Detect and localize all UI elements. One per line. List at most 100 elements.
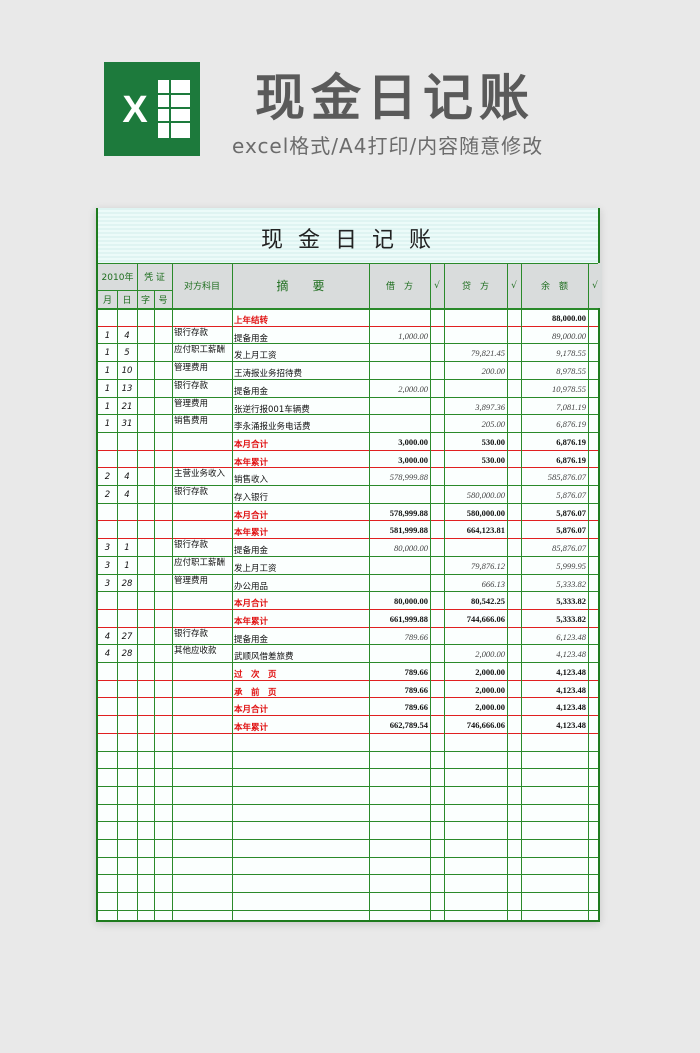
column-line <box>444 263 445 920</box>
credit-cell: 530.00 <box>481 436 505 447</box>
column-line <box>172 263 173 920</box>
day-cell: 5 <box>124 348 130 359</box>
day-cell: 28 <box>121 649 133 660</box>
row-line <box>98 378 598 380</box>
balance-cell: 585,876.07 <box>547 472 586 483</box>
month-cell: 2 <box>104 472 111 483</box>
account-cell: 管理费用 <box>174 398 209 409</box>
row-line <box>98 414 598 416</box>
account-cell: 银行存款 <box>174 628 209 639</box>
credit-cell: 2,000.00 <box>475 702 505 713</box>
day-cell: 10 <box>121 366 133 377</box>
column-line <box>369 263 370 920</box>
title-band <box>98 208 598 263</box>
column-line <box>430 263 431 920</box>
sheet-title: 现 金 日 记 账 <box>261 228 435 253</box>
row-line <box>98 839 598 840</box>
debit-cell: 578,999.88 <box>389 472 428 483</box>
day-cell: 21 <box>121 401 133 412</box>
summary-cell: 上年结转 <box>234 316 269 326</box>
row-line <box>98 679 598 681</box>
credit-cell: 200.00 <box>481 366 505 377</box>
month-cell: 4 <box>104 649 111 660</box>
row-line <box>98 856 598 858</box>
summary-cell: 存入银行 <box>234 493 269 503</box>
account-cell: 主营业务收入 <box>174 469 226 480</box>
debit-cell: 789.66 <box>404 702 428 713</box>
balance-cell: 4,123.48 <box>556 649 586 660</box>
credit-cell: 79,821.45 <box>471 348 505 359</box>
credit-cell: 2,000.00 <box>475 667 505 677</box>
balance-cell: 6,876.19 <box>556 419 586 430</box>
balance-cell: 4,123.48 <box>556 667 586 677</box>
header-check: √ <box>588 263 602 308</box>
day-cell: 28 <box>121 578 133 589</box>
balance-cell: 5,999.95 <box>556 560 586 571</box>
account-cell: 应付职工薪酬 <box>174 345 226 356</box>
summary-cell: 本月合计 <box>234 439 269 450</box>
summary-cell: 承 前 页 <box>234 687 277 698</box>
credit-cell: 2,000.00 <box>475 684 505 695</box>
balance-cell: 4,123.48 <box>556 684 586 695</box>
row-line <box>98 449 598 451</box>
debit-cell: 581,999.88 <box>389 525 428 536</box>
row-line <box>98 591 598 593</box>
debit-cell: 2,000.00 <box>398 383 428 394</box>
header-month: 月 <box>98 290 117 308</box>
month-cell: 1 <box>104 419 111 430</box>
row-line <box>98 325 598 327</box>
day-cell: 31 <box>121 419 133 430</box>
row-line <box>98 715 598 717</box>
header-line <box>98 308 598 310</box>
month-cell: 1 <box>104 383 111 394</box>
balance-cell: 5,333.82 <box>556 578 586 589</box>
summary-cell: 发上月工资 <box>234 563 277 574</box>
day-cell: 1 <box>124 560 130 571</box>
month-cell: 3 <box>104 543 111 554</box>
row-line <box>98 396 598 398</box>
credit-cell: 746,666.06 <box>466 720 505 731</box>
balance-cell: 6,876.19 <box>556 436 586 447</box>
balance-cell: 5,876.07 <box>556 490 586 500</box>
column-line <box>232 263 233 920</box>
balance-cell: 5,333.82 <box>556 613 586 624</box>
header-voucher: 凭 证 <box>137 263 172 290</box>
header-day: 日 <box>117 290 137 308</box>
summary-cell: 提备用金 <box>234 634 269 645</box>
header-summary: 摘 要 <box>232 263 369 308</box>
row-line <box>98 697 598 699</box>
debit-cell: 3,000.00 <box>398 454 428 465</box>
row-line <box>98 909 598 911</box>
credit-cell: 744,666.06 <box>466 613 505 624</box>
row-line <box>98 343 598 345</box>
credit-cell: 3,897.36 <box>475 401 505 412</box>
month-cell: 3 <box>104 578 111 589</box>
summary-cell: 销售收入 <box>234 475 269 486</box>
summary-cell: 李永涌报业务电话费 <box>234 422 311 433</box>
header-line <box>98 263 598 264</box>
header-check: √ <box>430 263 444 308</box>
summary-cell: 王涛报业务招待费 <box>234 369 303 380</box>
row-line <box>98 892 598 894</box>
row-line <box>98 608 598 610</box>
row-line <box>98 538 598 540</box>
account-cell: 银行存款 <box>174 327 209 338</box>
debit-cell: 789.66 <box>404 631 428 642</box>
day-cell: 13 <box>121 383 133 394</box>
row-line <box>98 431 598 433</box>
header-balance: 余 额 <box>521 263 588 308</box>
summary-cell: 本年累计 <box>234 528 269 539</box>
row-line <box>98 662 598 663</box>
row-line <box>98 573 598 575</box>
month-cell: 4 <box>104 631 111 642</box>
summary-cell: 过 次 页 <box>234 670 277 680</box>
credit-cell: 79,876.12 <box>471 560 505 571</box>
excel-icon: X <box>104 62 200 156</box>
month-cell: 1 <box>104 330 111 341</box>
summary-cell: 本年累计 <box>234 723 269 734</box>
day-cell: 1 <box>124 543 130 554</box>
row-line <box>98 803 598 805</box>
day-cell: 4 <box>124 330 130 341</box>
credit-cell: 530.00 <box>481 454 505 465</box>
day-cell: 4 <box>124 490 130 500</box>
